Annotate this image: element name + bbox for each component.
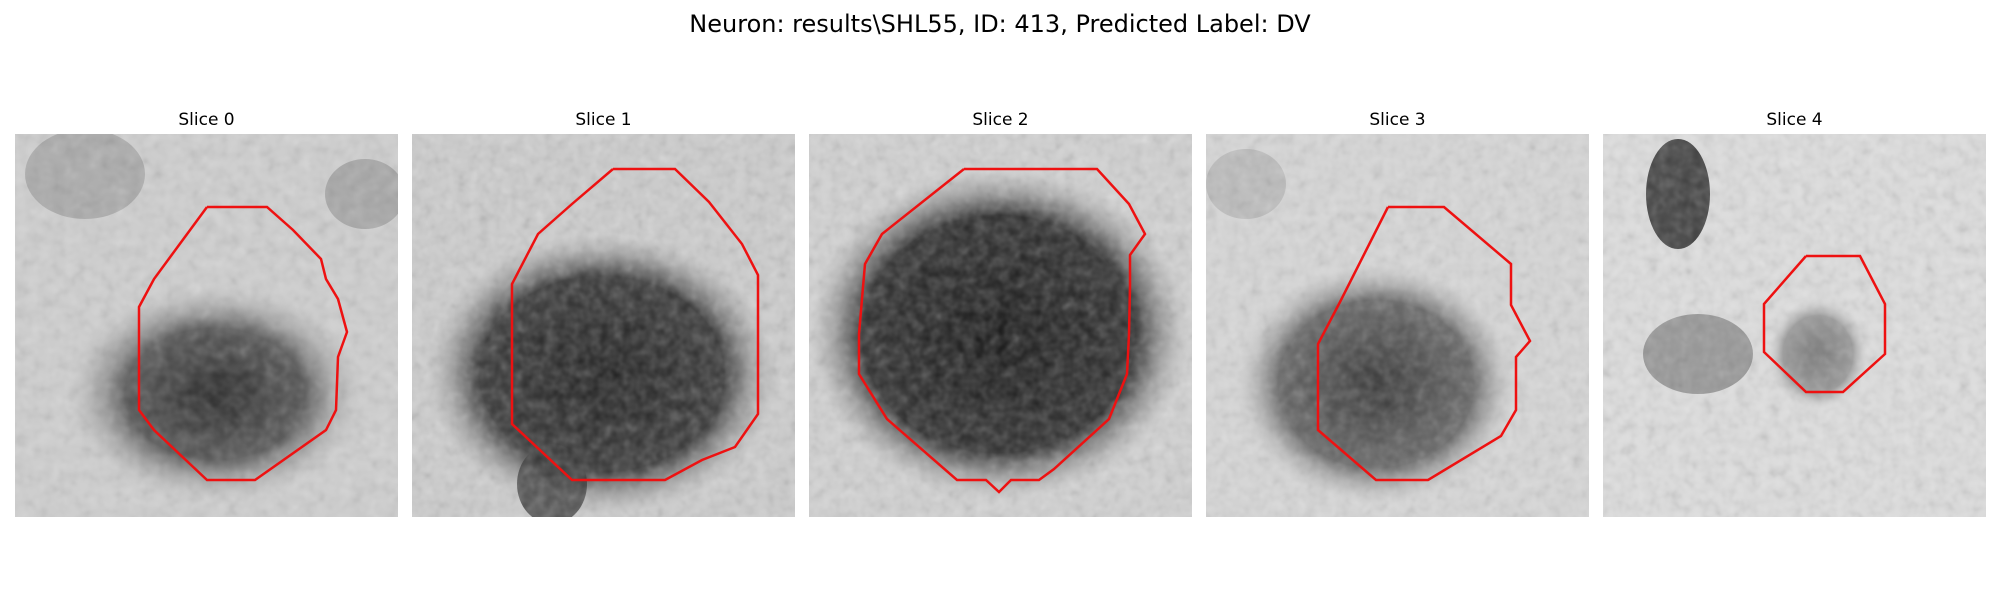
slice-title-3: Slice 3 — [1369, 110, 1426, 130]
slice-image-1 — [412, 134, 795, 517]
slice-panel-1: Slice 1 — [412, 110, 795, 517]
figure-title: Neuron: results\SHL55, ID: 413, Predicte… — [689, 10, 1311, 38]
slice-image-3 — [1206, 134, 1589, 517]
roi-contour — [510, 167, 760, 482]
slice-image-0 — [15, 134, 398, 517]
slice-title-0: Slice 0 — [178, 110, 235, 130]
slice-title-1: Slice 1 — [575, 110, 632, 130]
slice-panel-3: Slice 3 — [1206, 110, 1589, 517]
roi-contour — [1762, 254, 1887, 394]
roi-contour — [1316, 205, 1532, 482]
slice-title-4: Slice 4 — [1766, 110, 1823, 130]
slice-panel-2: Slice 2 — [809, 110, 1192, 517]
slice-panel-4: Slice 4 — [1603, 110, 1986, 517]
slice-image-4 — [1603, 134, 1986, 517]
roi-contour — [857, 167, 1147, 494]
slice-title-2: Slice 2 — [972, 110, 1029, 130]
roi-contour — [137, 205, 349, 482]
slice-panel-0: Slice 0 — [15, 110, 398, 517]
slice-image-2 — [809, 134, 1192, 517]
